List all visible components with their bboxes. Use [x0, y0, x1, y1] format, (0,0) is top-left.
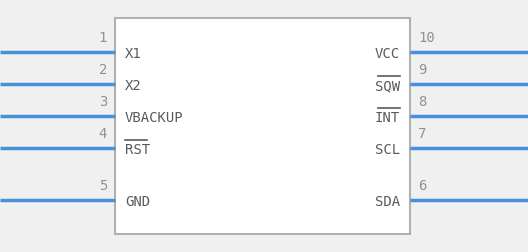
Text: X1: X1 [125, 47, 142, 61]
Text: 10: 10 [418, 31, 435, 45]
Text: 2: 2 [99, 63, 107, 77]
Text: SCL: SCL [375, 143, 400, 157]
Text: GND: GND [125, 195, 150, 209]
Text: SQW: SQW [375, 79, 400, 93]
Text: SDA: SDA [375, 195, 400, 209]
Text: 9: 9 [418, 63, 427, 77]
Text: 1: 1 [99, 31, 107, 45]
Text: VCC: VCC [375, 47, 400, 61]
Text: X2: X2 [125, 79, 142, 93]
Text: RST: RST [125, 143, 150, 157]
Text: VBACKUP: VBACKUP [125, 111, 184, 125]
Text: 5: 5 [99, 179, 107, 193]
Bar [115, 18, 410, 234]
Text: 7: 7 [418, 127, 427, 141]
Text: 3: 3 [99, 95, 107, 109]
Text: 4: 4 [99, 127, 107, 141]
Text: 6: 6 [418, 179, 427, 193]
Text: 8: 8 [418, 95, 427, 109]
Text: INT: INT [375, 111, 400, 125]
